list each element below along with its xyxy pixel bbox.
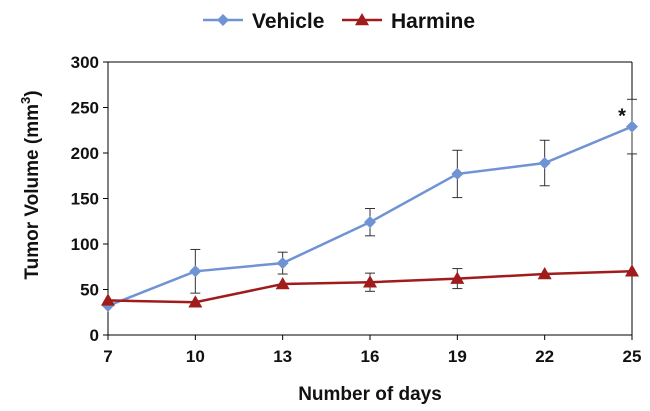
data-point	[276, 257, 289, 270]
data-point	[537, 267, 552, 280]
legend-item-vehicle: Vehicle	[203, 10, 324, 33]
x-tick-label: 13	[273, 347, 292, 366]
axes: 0 50 100 150 200 250 300 7 10 13 16 19 22 25	[71, 53, 642, 366]
x-tick-label: 16	[361, 347, 380, 366]
significance-annotation: *	[618, 106, 626, 128]
data-point	[101, 293, 115, 306]
y-tick-label: 0	[90, 326, 99, 345]
x-tick-label: 22	[535, 347, 554, 366]
data-point	[538, 157, 551, 170]
data-point	[189, 265, 202, 278]
data-point	[363, 275, 377, 288]
x-axis-title: Number of days	[298, 384, 442, 405]
x-tick-label: 25	[623, 347, 642, 366]
data-point	[364, 216, 376, 229]
x-tick-label: 19	[448, 347, 467, 366]
legend-item-harmine: Harmine	[342, 10, 475, 33]
diamond-icon	[217, 14, 229, 26]
y-tick-label: 200	[71, 144, 99, 163]
y-tick-label: 50	[80, 281, 99, 300]
triangle-icon	[355, 13, 369, 26]
data-point	[625, 264, 639, 277]
legend: Vehicle Harmine	[203, 10, 475, 33]
y-tick-label: 100	[71, 235, 99, 254]
series-layer: *	[101, 98, 639, 312]
legend-label: Vehicle	[252, 10, 324, 33]
x-tick-label: 7	[103, 347, 112, 366]
data-point	[626, 120, 638, 133]
series-harmine	[101, 264, 639, 308]
y-axis-title: Tumor Volume (mm3)	[18, 90, 43, 279]
legend-label: Harmine	[391, 10, 475, 33]
data-point	[450, 271, 465, 284]
data-point	[275, 277, 290, 290]
data-point	[188, 295, 203, 308]
y-tick-label: 300	[71, 53, 99, 72]
x-tick-label: 10	[186, 347, 205, 366]
y-tick-label: 250	[71, 99, 99, 118]
y-tick-label: 150	[71, 190, 99, 209]
data-point	[451, 167, 464, 180]
